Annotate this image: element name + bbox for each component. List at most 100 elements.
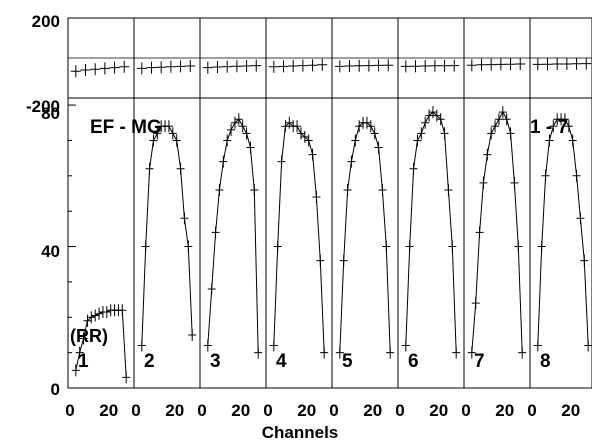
main-ytick-label-bottom: 0: [51, 380, 60, 399]
xtick-label: 20: [99, 401, 118, 420]
data-point-marker: [436, 113, 445, 126]
panel-label-7: 7: [474, 351, 485, 372]
data-point-marker: [238, 120, 247, 133]
data-point-marker: [335, 346, 344, 359]
data-point-marker: [432, 109, 441, 122]
data-point-marker: [405, 240, 414, 253]
xtick-label: 0: [527, 401, 536, 420]
data-point-marker: [71, 364, 80, 377]
panel-label-5: 5: [342, 351, 353, 372]
data-point-marker: [355, 120, 364, 133]
data-point-marker: [320, 346, 329, 359]
residual-point-marker: [119, 60, 130, 73]
data-point-marker: [83, 314, 92, 327]
annotation-range: 1 - 7: [530, 117, 568, 138]
panel-7-fit-curve: [471, 111, 523, 353]
data-point-marker: [510, 176, 519, 189]
xtick-label: 0: [263, 401, 272, 420]
xtick-label: 20: [495, 401, 514, 420]
residual-point-marker: [241, 60, 252, 72]
data-point-marker: [409, 162, 418, 175]
data-point-marker: [564, 120, 573, 133]
data-point-marker: [475, 226, 484, 239]
xtick-label: 0: [395, 401, 404, 420]
data-point-marker: [227, 123, 236, 136]
xtick-label: 0: [131, 401, 140, 420]
data-point-marker: [584, 339, 592, 352]
panel-label-8: 8: [540, 351, 551, 372]
panel-label-2: 2: [144, 351, 155, 372]
data-point-marker: [184, 240, 193, 253]
data-point-marker: [541, 169, 550, 182]
data-point-marker: [382, 240, 391, 253]
data-point-marker: [164, 120, 173, 133]
residual-point-marker: [146, 61, 157, 74]
data-point-marker: [87, 311, 96, 324]
xtick-label: 20: [429, 401, 448, 420]
residual-point-marker: [476, 58, 487, 71]
data-point-marker: [479, 176, 488, 189]
data-point-marker: [304, 134, 313, 147]
residual-point-marker: [552, 58, 563, 70]
xtick-label: 20: [297, 401, 316, 420]
xtick-label: 20: [363, 401, 382, 420]
residual-point-marker: [354, 59, 365, 72]
data-point-marker: [347, 155, 356, 168]
data-point-marker: [145, 162, 154, 175]
panel-6-fit-curve: [405, 111, 457, 353]
data-point-marker: [269, 339, 278, 352]
main-panel-dividers: [133, 98, 531, 388]
residual-point-marker: [334, 60, 345, 73]
data-point-marker: [413, 134, 422, 147]
data-point-marker: [362, 116, 371, 129]
data-point-marker: [308, 148, 317, 161]
data-point-marker: [483, 148, 492, 161]
residual-point-marker: [80, 64, 91, 76]
data-point-marker: [250, 183, 259, 196]
data-point-marker: [277, 155, 286, 168]
data-point-marker: [180, 212, 189, 225]
residual-point-marker: [212, 61, 223, 73]
xtick-label: 20: [165, 401, 184, 420]
data-point-marker: [452, 346, 461, 359]
panel-8-fit-curve: [537, 118, 589, 346]
residual-point-marker: [363, 59, 374, 72]
xtick-label: 20: [561, 401, 580, 420]
xaxis-title: Channels: [262, 423, 339, 442]
panel-number-labels: 1 2 3 4 5 6 7 8: [78, 351, 551, 372]
data-point-marker: [514, 240, 523, 253]
panel-label-1: 1: [78, 351, 89, 372]
panel-5-fit-curve: [339, 122, 391, 353]
data-point-marker: [118, 304, 127, 317]
residual-point-marker: [561, 58, 572, 70]
data-point-marker: [168, 127, 177, 140]
data-point-marker: [366, 120, 375, 133]
panel-label-6: 6: [408, 351, 419, 372]
residual-point-marker: [268, 60, 279, 73]
panel-series: [71, 106, 592, 384]
data-point-marker: [467, 346, 476, 359]
data-point-marker: [122, 371, 131, 384]
residual-point-marker: [542, 58, 553, 71]
data-point-marker: [502, 113, 511, 126]
residual-point-marker: [278, 60, 289, 73]
data-point-marker: [137, 339, 146, 352]
residual-point-marker: [486, 58, 497, 71]
xtick-label: 20: [231, 401, 250, 420]
residual-point-marker: [429, 59, 440, 72]
data-point-marker: [448, 240, 457, 253]
data-point-marker: [343, 183, 352, 196]
data-point-marker: [498, 106, 507, 119]
main-ytick-label-top: 80: [41, 104, 60, 123]
residual-point-marker: [439, 59, 450, 72]
baseline-label-rr: (RR): [70, 326, 108, 346]
main-yaxis-ticks: [68, 104, 76, 354]
residual-point-marker: [297, 59, 308, 72]
residual-point-marker: [231, 60, 242, 73]
xtick-label: 0: [197, 401, 206, 420]
residual-point-marker: [571, 57, 582, 70]
data-point-marker: [281, 120, 290, 133]
residual-point-marker: [344, 60, 355, 72]
xaxis-tick-labels: 0 20 0 20 0 20 0 20 0 20 0 20 0 20 0 20: [65, 401, 580, 420]
panel-label-3: 3: [210, 351, 221, 372]
